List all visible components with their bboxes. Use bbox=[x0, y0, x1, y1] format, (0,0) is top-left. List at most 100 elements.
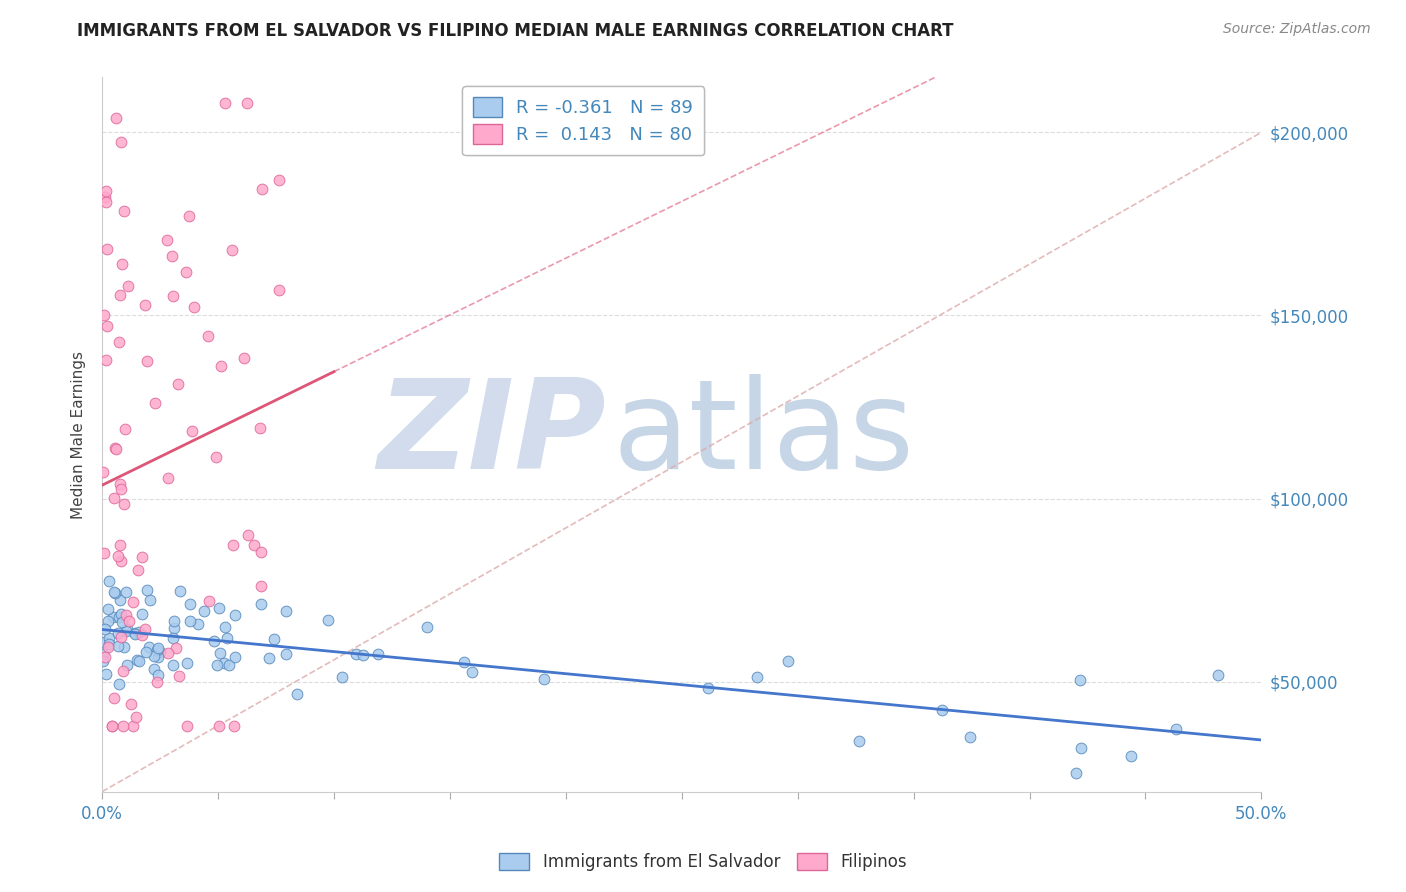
Point bbox=[250, 182, 273, 196]
Point bbox=[121, 719, 143, 733]
Point bbox=[179, 597, 201, 611]
Point bbox=[202, 633, 225, 648]
Point bbox=[222, 538, 245, 552]
Point bbox=[208, 646, 231, 660]
Y-axis label: Median Male Earnings: Median Male Earnings bbox=[72, 351, 86, 518]
Point bbox=[1166, 722, 1188, 736]
Point bbox=[167, 376, 190, 391]
Point bbox=[208, 600, 231, 615]
Point bbox=[169, 668, 191, 682]
Point bbox=[146, 667, 169, 681]
Point bbox=[93, 647, 115, 661]
Point bbox=[193, 604, 215, 618]
Point bbox=[93, 308, 115, 322]
Point bbox=[697, 681, 720, 696]
Point bbox=[221, 243, 243, 257]
Point bbox=[108, 288, 131, 302]
Point bbox=[124, 627, 146, 641]
Point bbox=[108, 538, 131, 552]
Point bbox=[162, 657, 184, 672]
Point bbox=[112, 203, 135, 218]
Point bbox=[330, 670, 353, 684]
Point bbox=[121, 697, 143, 711]
Point bbox=[96, 319, 118, 334]
Point bbox=[1119, 749, 1142, 764]
Point bbox=[274, 604, 297, 618]
Point bbox=[93, 654, 115, 668]
Point bbox=[98, 574, 121, 588]
Point bbox=[104, 441, 127, 455]
Point bbox=[101, 609, 124, 624]
Point bbox=[105, 112, 128, 126]
Point bbox=[93, 465, 115, 479]
Point bbox=[145, 643, 167, 657]
Point bbox=[156, 471, 179, 485]
Point bbox=[122, 595, 145, 609]
Text: Source: ZipAtlas.com: Source: ZipAtlas.com bbox=[1223, 22, 1371, 37]
Point bbox=[316, 613, 339, 627]
Point bbox=[108, 592, 131, 607]
Point bbox=[959, 730, 981, 744]
Point bbox=[94, 190, 117, 204]
Point bbox=[108, 335, 131, 350]
Point bbox=[111, 615, 134, 630]
Point bbox=[267, 283, 290, 297]
Point bbox=[104, 586, 127, 600]
Point bbox=[131, 628, 153, 642]
Point bbox=[127, 563, 149, 577]
Point bbox=[94, 622, 117, 636]
Point bbox=[103, 690, 125, 705]
Point bbox=[367, 647, 389, 661]
Point bbox=[162, 249, 184, 263]
Point bbox=[143, 648, 166, 663]
Point bbox=[111, 719, 134, 733]
Point bbox=[218, 658, 240, 673]
Point bbox=[94, 194, 117, 209]
Point bbox=[117, 658, 139, 673]
Point bbox=[110, 482, 132, 496]
Legend: Immigrants from El Salvador, Filipinos: Immigrants from El Salvador, Filipinos bbox=[491, 845, 915, 880]
Point bbox=[103, 584, 125, 599]
Point bbox=[209, 359, 232, 373]
Point bbox=[156, 233, 179, 247]
Point bbox=[103, 491, 125, 505]
Point bbox=[177, 209, 200, 223]
Point bbox=[128, 654, 150, 668]
Point bbox=[112, 640, 135, 655]
Point bbox=[205, 657, 228, 672]
Point bbox=[344, 647, 367, 661]
Point bbox=[97, 640, 120, 654]
Point bbox=[94, 667, 117, 681]
Point bbox=[125, 710, 148, 724]
Point bbox=[453, 655, 475, 669]
Point bbox=[107, 676, 129, 690]
Point bbox=[134, 298, 156, 312]
Point bbox=[145, 674, 167, 689]
Point bbox=[114, 422, 136, 436]
Point bbox=[276, 647, 298, 661]
Text: atlas: atlas bbox=[612, 374, 914, 495]
Point bbox=[115, 624, 138, 638]
Legend: R = -0.361   N = 89, R =  0.143   N = 80: R = -0.361 N = 89, R = 0.143 N = 80 bbox=[463, 87, 704, 155]
Point bbox=[187, 617, 209, 632]
Point bbox=[176, 656, 198, 670]
Point bbox=[110, 257, 132, 271]
Point bbox=[162, 289, 184, 303]
Point bbox=[163, 622, 186, 636]
Point bbox=[115, 585, 138, 599]
Point bbox=[105, 442, 128, 456]
Point bbox=[115, 607, 138, 622]
Point bbox=[107, 639, 129, 653]
Point bbox=[96, 242, 118, 256]
Point bbox=[205, 450, 228, 465]
Point bbox=[138, 593, 160, 607]
Point bbox=[352, 648, 374, 662]
Point bbox=[110, 135, 132, 149]
Point bbox=[124, 626, 146, 640]
Point bbox=[162, 632, 184, 646]
Point bbox=[115, 623, 138, 637]
Point bbox=[745, 670, 768, 684]
Point bbox=[249, 578, 271, 592]
Point bbox=[112, 497, 135, 511]
Text: IMMIGRANTS FROM EL SALVADOR VS FILIPINO MEDIAN MALE EARNINGS CORRELATION CHART: IMMIGRANTS FROM EL SALVADOR VS FILIPINO … bbox=[77, 22, 953, 40]
